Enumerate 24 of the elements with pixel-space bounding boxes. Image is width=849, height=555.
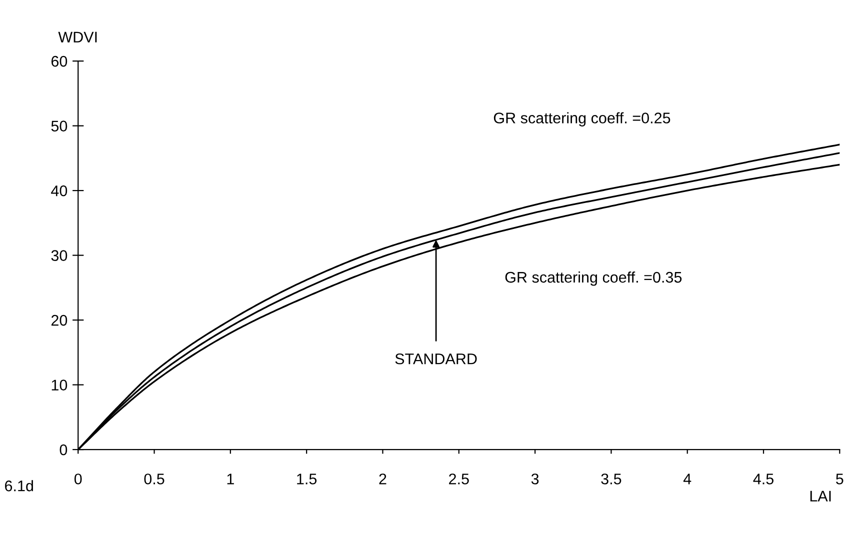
x-tick-label: 3 [531, 474, 539, 484]
text: 6.1d [5, 480, 33, 492]
y-tick-label: 60 [51, 56, 68, 67]
y-tick-label: 0 [60, 444, 68, 456]
y-tick-label: 10 [52, 380, 68, 390]
x-tick-label: 5 [836, 474, 844, 484]
y-tick-label: 20 [51, 314, 68, 326]
x-tick-label: 3.5 [601, 474, 622, 484]
x-tick-label: 1.5 [297, 474, 317, 484]
x-tick-label: 0 [74, 474, 82, 484]
annotation: GR scattering coeff. =0.35 [505, 271, 682, 286]
x-axis-title: LAI [810, 490, 831, 502]
x-tick-label: 0.5 [144, 474, 164, 484]
x-tick-label: 2 [379, 474, 386, 484]
x-tick-label: 2.5 [449, 474, 469, 484]
x-tick-label: 4.5 [753, 474, 774, 484]
y-tick-label: 40 [51, 185, 68, 196]
annotation: STANDARD [395, 353, 477, 364]
y-tick-label: 50 [51, 120, 68, 132]
x-tick-label: 4 [683, 474, 692, 484]
y-tick-label: 30 [51, 250, 68, 261]
y-axis-title: WDVI [58, 32, 97, 42]
annotation: GR scattering coeff. =0.25 [494, 112, 670, 126]
x-tick-label: 1 [227, 474, 234, 484]
